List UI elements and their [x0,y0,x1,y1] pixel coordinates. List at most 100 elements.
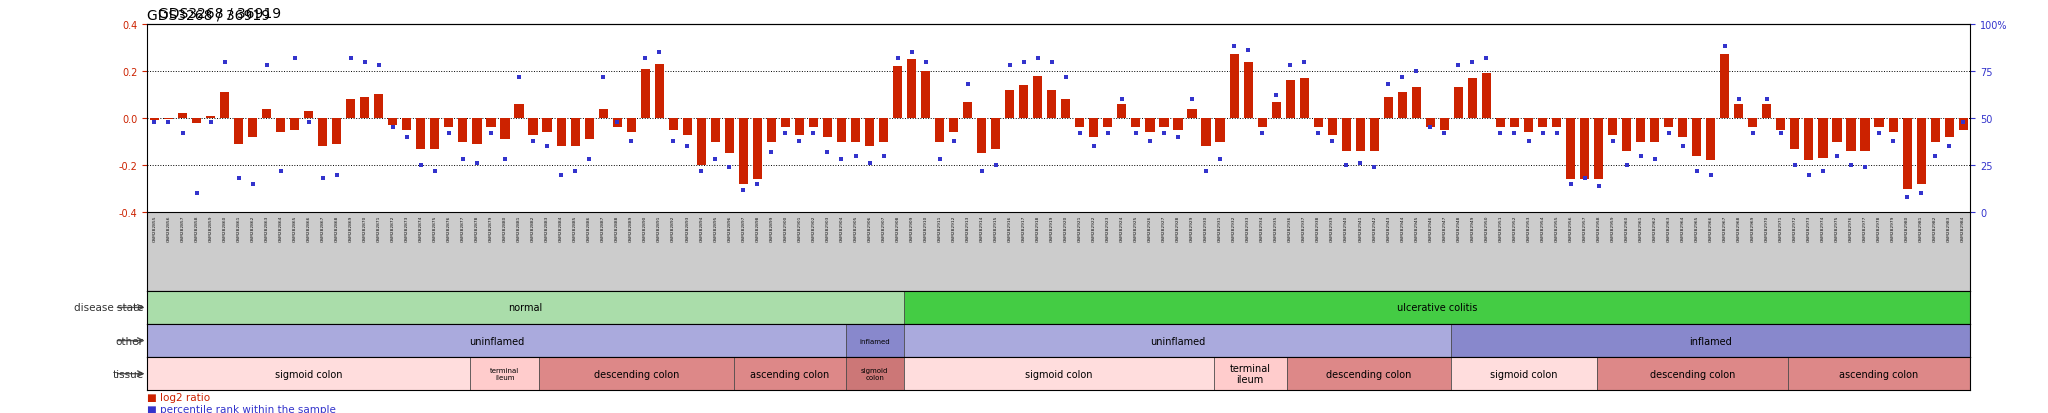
Point [1708,44,1741,51]
Text: GSM282929: GSM282929 [1190,215,1194,241]
Bar [627,119,635,133]
Bar [1608,119,1618,135]
Text: GSM282977: GSM282977 [1864,215,1868,241]
Text: GSM282903: GSM282903 [825,215,829,241]
Bar [809,119,817,128]
Bar [473,119,481,145]
Text: GSM282859: GSM282859 [209,215,213,242]
Bar [1286,81,1294,119]
Point [1864,131,1896,137]
Text: GSM282904: GSM282904 [840,215,844,241]
Bar [1622,119,1630,152]
Bar [430,119,440,149]
Point [1653,131,1686,137]
Bar [1090,119,1098,138]
Bar [1370,119,1378,152]
Bar [360,97,369,119]
Bar [1272,102,1280,119]
Point [502,74,535,81]
Bar [1677,119,1688,138]
Bar [1440,119,1448,131]
Point [657,138,690,145]
Text: descending colon: descending colon [1649,369,1735,379]
Text: GSM282867: GSM282867 [322,215,326,241]
Text: GSM282901: GSM282901 [797,215,801,241]
Bar [1313,119,1323,128]
Bar [922,72,930,119]
Point [1456,59,1489,66]
Text: GSM282932: GSM282932 [1233,215,1237,241]
Bar [1860,119,1870,152]
Point [137,119,170,126]
Point [854,161,887,167]
Bar [879,119,889,142]
Bar [1300,79,1309,119]
Bar [1159,119,1169,128]
Point [1933,144,1966,150]
Text: GSM282906: GSM282906 [868,215,872,241]
Text: GSM282897: GSM282897 [741,215,745,241]
Bar [1847,119,1855,152]
Text: GSM282955: GSM282955 [1554,215,1559,242]
Bar [1217,119,1225,142]
Bar [248,119,258,138]
Point [1569,176,1602,182]
Point [713,164,745,171]
Point [1219,44,1251,51]
Bar [641,69,649,119]
Text: GSM282865: GSM282865 [293,215,297,242]
Bar [459,119,467,142]
Point [279,55,311,62]
Bar [207,116,215,119]
Point [221,176,254,182]
Point [741,181,774,188]
Bar [1665,119,1673,128]
Text: GSM282905: GSM282905 [854,215,858,242]
Bar [1692,119,1702,156]
Point [209,59,242,66]
Text: GSM282976: GSM282976 [1849,215,1853,241]
Bar [150,119,160,121]
Bar [612,119,623,128]
Bar [852,119,860,142]
Bar [1188,109,1196,119]
Text: ■ percentile rank within the sample: ■ percentile rank within the sample [147,404,336,413]
Point [1849,164,1882,171]
Point [797,131,829,137]
Text: GSM282968: GSM282968 [1737,215,1741,241]
Point [1470,55,1503,62]
Bar [711,119,719,142]
Bar [735,357,846,390]
Text: GSM282958: GSM282958 [1597,215,1602,242]
Point [545,172,578,178]
Bar [1524,119,1534,133]
Bar [1720,55,1729,119]
Text: GSM282941: GSM282941 [1358,215,1362,241]
Point [1806,168,1839,175]
Text: GSM282926: GSM282926 [1149,215,1151,241]
Point [461,161,494,167]
Text: GSM282921: GSM282921 [1077,215,1081,241]
Point [1499,131,1532,137]
Bar [1075,119,1083,128]
Point [1106,97,1139,103]
Text: GSM282862: GSM282862 [250,215,254,241]
Point [1022,55,1055,62]
Text: other: other [115,336,143,346]
Bar [1946,119,1954,138]
Text: GSM282947: GSM282947 [1442,215,1446,241]
Text: GSM282874: GSM282874 [420,215,422,241]
Point [1147,131,1180,137]
Point [1485,131,1518,137]
Text: ascending colon: ascending colon [1839,369,1919,379]
Text: GSM282966: GSM282966 [1708,215,1712,241]
Point [1792,172,1825,178]
Bar [1327,119,1337,135]
Bar [1450,324,1970,357]
Point [1190,168,1223,175]
Bar [233,119,244,145]
Bar [543,119,551,133]
Bar [1202,119,1210,147]
Text: GSM282888: GSM282888 [614,215,618,241]
Text: GSM282869: GSM282869 [348,215,352,241]
